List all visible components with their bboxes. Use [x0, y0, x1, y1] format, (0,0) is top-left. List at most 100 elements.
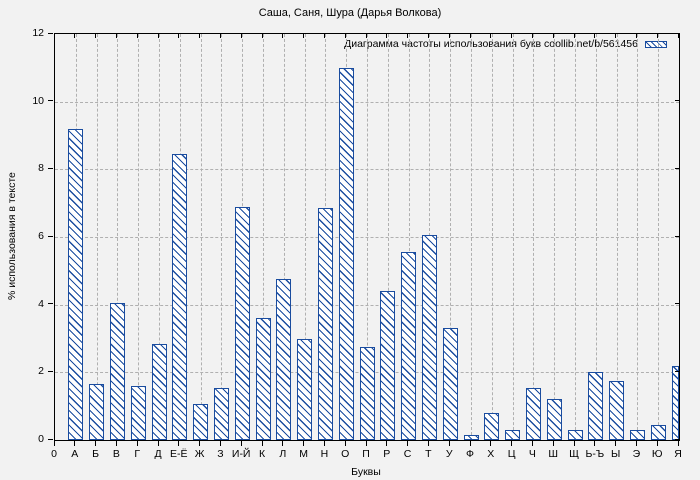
vertical-gridline — [408, 34, 410, 440]
x-tick-mark-top — [407, 34, 409, 38]
vertical-gridline — [637, 34, 639, 440]
bar-Щ — [567, 429, 583, 440]
x-tick-mark — [303, 441, 305, 446]
x-tick-label: У — [445, 448, 453, 460]
x-tick-label: Ш — [548, 448, 558, 460]
x-tick-label: Б — [92, 448, 100, 460]
vertical-gridline — [200, 34, 202, 440]
y-tick-mark — [48, 32, 53, 34]
x-tick-mark-top — [365, 34, 367, 38]
y-tick-mark-right — [675, 438, 679, 440]
x-tick-mark-top — [199, 34, 201, 38]
y-tick-label: 8 — [38, 162, 44, 175]
x-tick-mark — [115, 441, 117, 446]
x-tick-label: П — [362, 448, 370, 460]
x-tick-mark — [531, 441, 533, 446]
x-tick-mark — [53, 441, 55, 446]
x-tick-label: Ю — [651, 448, 663, 460]
x-tick-label: Ь-Ъ — [585, 448, 605, 460]
y-tick-mark — [48, 303, 53, 305]
x-tick-label: С — [403, 448, 412, 460]
x-tick-mark — [386, 441, 388, 446]
bar-Ц — [505, 429, 521, 440]
x-tick-mark-top — [74, 34, 76, 38]
bar-П — [359, 346, 375, 440]
vertical-gridline — [575, 34, 576, 440]
vertical-gridline — [616, 34, 618, 440]
vertical-gridline — [450, 34, 452, 440]
bar-Р — [380, 291, 396, 440]
x-tick-mark — [136, 441, 138, 446]
x-tick-label: Н — [320, 448, 329, 460]
x-tick-mark-top — [344, 34, 346, 38]
vertical-gridline — [159, 34, 160, 440]
bar-Г — [130, 385, 146, 440]
x-tick-mark — [178, 441, 180, 446]
x-tick-mark — [448, 441, 450, 446]
bar-Ф — [463, 434, 479, 440]
legend-label: Диаграмма частоты использования букв coo… — [344, 38, 638, 50]
bar-Х — [484, 412, 500, 440]
x-tick-mark — [74, 441, 76, 446]
x-tick-mark-top — [95, 34, 97, 38]
legend-swatch-hatched — [645, 40, 667, 48]
bar-Ж — [193, 404, 209, 440]
x-tick-mark-top — [115, 34, 117, 38]
chart-title: Саша, Саня, Шура (Дарья Волкова) — [258, 7, 442, 19]
bar-Т — [421, 235, 437, 440]
vertical-gridline — [117, 34, 119, 440]
x-tick-mark-top — [511, 34, 513, 38]
bar-У — [442, 328, 458, 440]
vertical-gridline — [387, 34, 389, 440]
bar-К — [255, 318, 271, 440]
y-tick-mark — [48, 235, 53, 237]
bar-С — [401, 252, 417, 440]
x-tick-mark-top — [594, 34, 596, 38]
x-tick-mark-top — [427, 34, 429, 38]
x-tick-label: М — [299, 448, 308, 460]
x-tick-label: Ч — [528, 448, 536, 460]
vertical-gridline — [283, 34, 285, 440]
x-tick-mark — [615, 441, 617, 446]
x-tick-label: Т — [425, 448, 432, 460]
x-tick-mark — [469, 441, 471, 446]
y-tick-label: 12 — [32, 27, 44, 39]
bar-Б — [89, 384, 105, 440]
y-tick-mark-right — [675, 32, 679, 34]
x-tick-label: К — [258, 448, 266, 460]
vertical-gridline — [138, 34, 140, 440]
y-tick-mark-right — [675, 370, 679, 372]
vertical-gridline — [554, 34, 556, 440]
x-tick-mark-top — [219, 34, 221, 38]
y-tick-mark — [48, 438, 53, 440]
bar-Ы — [609, 380, 625, 440]
y-tick-mark-right — [675, 167, 679, 169]
x-tick-mark — [677, 441, 679, 446]
x-tick-mark — [490, 441, 492, 446]
x-axis-title: Буквы — [351, 466, 381, 478]
x-tick-label: В — [112, 448, 120, 460]
x-tick-mark-top — [53, 34, 55, 38]
y-tick-mark — [48, 100, 53, 102]
x-tick-label: И-Й — [231, 448, 251, 460]
x-tick-label: Р — [383, 448, 391, 460]
bar-Ь-Ъ — [588, 372, 604, 440]
x-tick-label: Х — [487, 448, 495, 460]
vertical-gridline — [96, 34, 98, 440]
vertical-gridline — [533, 34, 535, 440]
x-tick-mark-top — [448, 34, 450, 38]
x-tick-label: Ф — [466, 448, 474, 460]
bar-А — [68, 128, 84, 440]
vertical-gridline — [512, 34, 514, 440]
bar-Л — [276, 279, 292, 440]
x-tick-mark — [261, 441, 263, 446]
y-tick-label: 6 — [38, 230, 44, 242]
x-tick-mark — [157, 441, 159, 446]
bar-Ю — [650, 424, 666, 440]
x-tick-mark-top — [282, 34, 284, 38]
x-tick-label: Щ — [569, 448, 579, 460]
x-tick-mark-top — [635, 34, 637, 38]
bar-Н — [317, 208, 333, 440]
x-tick-mark — [199, 441, 201, 446]
x-tick-label: Ц — [507, 448, 516, 460]
